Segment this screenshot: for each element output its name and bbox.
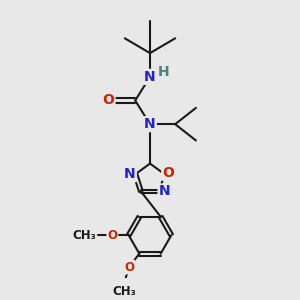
Text: N: N (144, 117, 156, 131)
Text: N: N (124, 167, 136, 181)
Text: CH₃: CH₃ (72, 229, 96, 242)
Text: CH₃: CH₃ (113, 285, 136, 298)
Text: H: H (158, 65, 169, 80)
Text: O: O (107, 229, 117, 242)
Text: O: O (103, 94, 115, 107)
Text: O: O (162, 166, 174, 180)
Text: N: N (159, 184, 170, 198)
Text: N: N (144, 70, 156, 84)
Text: O: O (124, 260, 134, 274)
